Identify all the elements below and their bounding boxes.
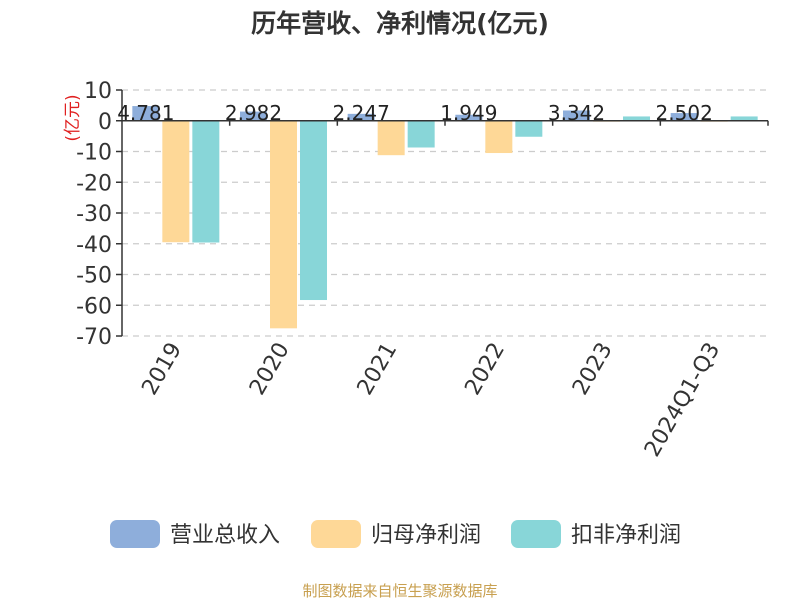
y-tick-label: -20 <box>76 171 112 196</box>
bar-value-label: 2.502 <box>656 101 713 125</box>
x-tick-label: 2022 <box>460 339 510 400</box>
y-tick-label: -40 <box>76 233 112 258</box>
bar-recurring-net-profit <box>300 120 327 301</box>
legend-swatch <box>511 520 561 548</box>
y-tick-label: 10 <box>84 79 112 104</box>
bar-revenue <box>132 106 160 121</box>
x-tick-label: 2023 <box>568 339 618 400</box>
y-tick-label: -70 <box>76 325 112 350</box>
legend-label: 扣非净利润 <box>571 523 681 548</box>
legend-label: 营业总收入 <box>170 523 280 548</box>
bar-recurring-net-profit <box>192 120 220 243</box>
bar-value-label: 3.342 <box>548 101 605 125</box>
bars <box>132 106 758 329</box>
bar-revenue <box>240 111 267 121</box>
bar-revenue <box>347 113 375 121</box>
chart-title: 历年营收、净利情况(亿元) <box>251 9 549 38</box>
y-tick-label: -30 <box>76 202 112 227</box>
legend-item[interactable]: 扣非净利润 <box>511 520 681 548</box>
y-axis-unit-label: (亿元) <box>63 94 83 141</box>
bar-net-profit <box>377 120 405 156</box>
bar-value-label: 2.982 <box>225 101 282 125</box>
bar-revenue <box>670 113 698 121</box>
x-tick-label: 2021 <box>353 339 403 400</box>
bar-value-label: 1.949 <box>440 101 497 125</box>
y-tick-label: -50 <box>76 264 112 289</box>
legend-item[interactable]: 归母净利润 <box>311 520 481 548</box>
bar-net-profit <box>485 120 513 154</box>
bar-recurring-net-profit <box>730 116 758 121</box>
bar-net-profit <box>162 120 190 243</box>
y-tick-label: 0 <box>98 110 112 135</box>
x-tick-label: 2020 <box>245 339 295 400</box>
x-tick-label: 2019 <box>137 339 187 400</box>
bar-recurring-net-profit <box>515 120 543 137</box>
bar-net-profit <box>270 120 297 329</box>
y-tick-label: -10 <box>76 141 112 166</box>
legend-swatch <box>110 520 160 548</box>
y-tick-label: -60 <box>76 294 112 319</box>
bar-recurring-net-profit <box>623 116 650 121</box>
gridlines <box>122 89 768 337</box>
legend-swatch <box>311 520 361 548</box>
bar-recurring-net-profit <box>407 120 435 148</box>
x-tick-label: 2024Q1-Q3 <box>640 339 725 462</box>
legend-label: 归母净利润 <box>371 523 481 548</box>
bar-value-label: 4.781 <box>117 101 174 125</box>
data-source-note: 制图数据来自恒生聚源数据库 <box>302 582 497 600</box>
legend: 营业总收入 归母净利润 扣非净利润 <box>110 520 681 548</box>
bar-value-label: 2.247 <box>333 101 390 125</box>
data-labels: 4.781 2.982 2.247 1.949 3.342 2.502 <box>117 101 713 125</box>
bar-revenue <box>455 114 483 121</box>
legend-item[interactable]: 营业总收入 <box>110 520 280 548</box>
bar-revenue <box>563 110 590 121</box>
